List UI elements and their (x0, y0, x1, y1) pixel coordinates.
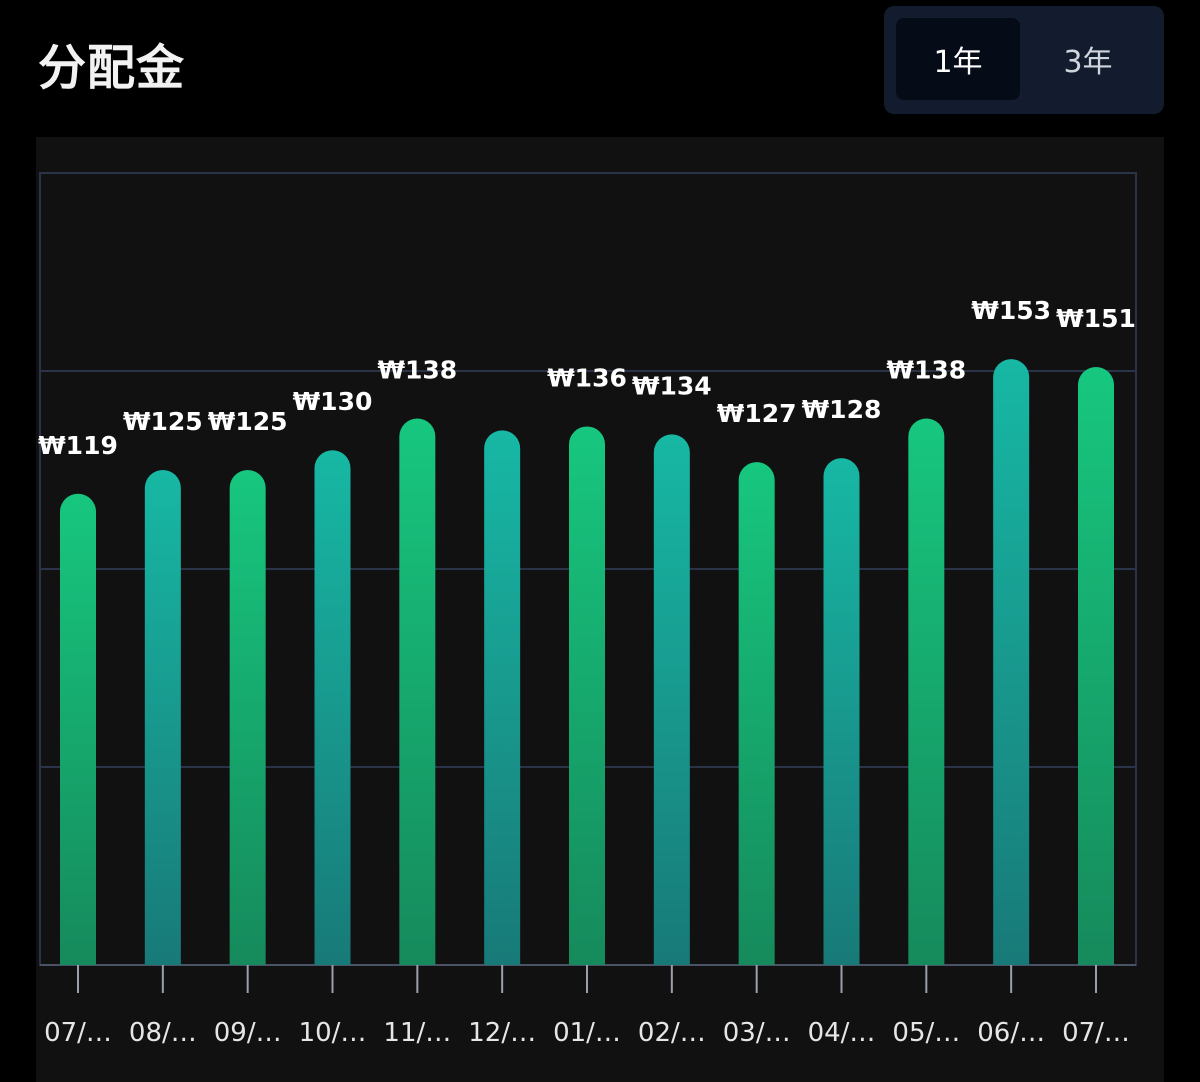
period-3y-button[interactable]: 3年 (1063, 45, 1113, 80)
x-tick-label: 06/… (977, 1018, 1045, 1048)
x-tick-label: 05/… (892, 1018, 960, 1048)
data-label: ₩138 (377, 356, 457, 385)
x-tick-label: 09/… (214, 1018, 282, 1048)
x-tick-label: 02/… (638, 1018, 706, 1048)
x-tick-label: 01/… (553, 1018, 621, 1048)
x-tick-label: 07/… (44, 1018, 112, 1048)
distribution-bar-chart: ₩119₩125 ₩125₩130₩138 ₩136 ₩134₩127 ₩128₩138… (38, 172, 1137, 1048)
bar (314, 450, 351, 965)
x-tick-label: 07/… (1062, 1018, 1130, 1048)
data-label: ₩151 (1056, 304, 1136, 333)
data-label: ₩134 (632, 371, 712, 400)
x-tick-label: 08/… (129, 1018, 197, 1048)
bar (738, 462, 775, 965)
bar (1078, 367, 1114, 965)
bar (229, 470, 266, 965)
data-label: ₩125 (123, 407, 203, 436)
data-label: ₩136 (547, 363, 627, 392)
x-tick-label: 11/… (383, 1018, 451, 1048)
period-toggle: 1年 3年 (884, 6, 1164, 114)
bar (823, 458, 860, 965)
bar (569, 426, 605, 965)
bar (993, 359, 1030, 965)
x-tick-label: 12/… (468, 1018, 536, 1048)
data-label: ₩153 (971, 296, 1051, 325)
bar (399, 418, 436, 965)
bar (144, 470, 181, 965)
data-label: ₩127 (717, 399, 797, 428)
bar (60, 493, 96, 965)
bar (908, 418, 945, 965)
x-tick-label: 03/… (723, 1018, 791, 1048)
data-label: ₩125 (208, 407, 288, 436)
data-label: ₩119 (38, 431, 118, 460)
data-label: ₩130 (293, 387, 373, 416)
x-tick-label: 10/… (299, 1018, 367, 1048)
x-tick-label: 04/… (808, 1018, 876, 1048)
data-label: ₩138 (886, 356, 966, 385)
bar (653, 434, 690, 965)
page-title: 分配金 (38, 40, 186, 96)
bar (484, 430, 521, 965)
chart-panel: ₩119 ₩125 ₩125 ₩130 ₩138 ₩136 ₩134 ₩127 ₩128 ₩138… (36, 137, 1164, 1082)
period-1y-button[interactable]: 1年 (896, 18, 1020, 100)
data-label: ₩128 (802, 395, 882, 424)
